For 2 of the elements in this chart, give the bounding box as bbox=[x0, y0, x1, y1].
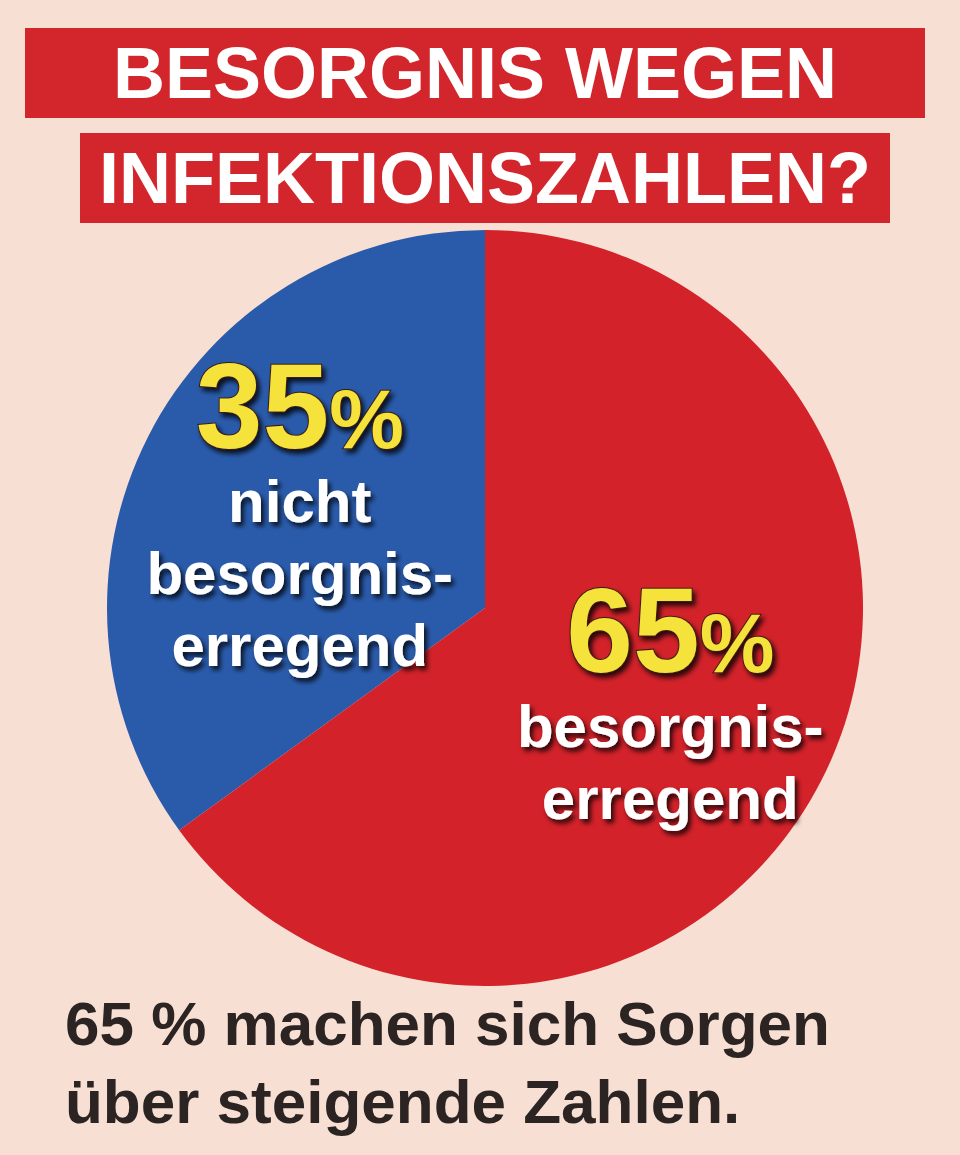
chart-title: BESORGNIS WEGEN INFEKTIONSZAHLEN? bbox=[99, 32, 871, 220]
text: 65 % machen sich Sorgen über steigende Zahlen. bbox=[65, 988, 831, 1138]
